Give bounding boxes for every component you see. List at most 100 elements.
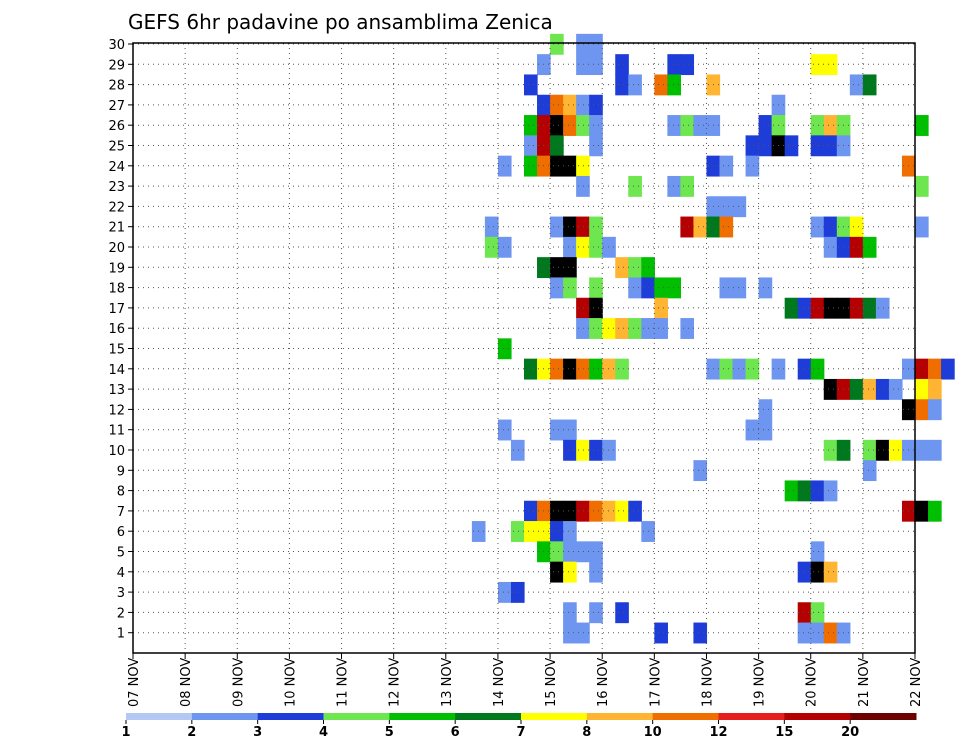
cell-m20-d15.5 (576, 236, 590, 258)
cell-m11-d19 (758, 419, 773, 441)
cell-m20-d20.25 (823, 236, 838, 258)
y-tick-label-8: 8 (117, 485, 125, 500)
cell-m24-d14.5 (524, 155, 538, 177)
legend-swatch-6 (521, 713, 588, 720)
cell-m7-d15 (550, 500, 564, 522)
cell-m29-d17.25 (667, 54, 681, 76)
legend-label-6: 6 (451, 725, 460, 740)
cell-m4-d15.75 (589, 561, 603, 583)
y-tick-label-4: 4 (117, 566, 125, 581)
y-tick-label-17: 17 (108, 302, 125, 317)
cell-m11-d15.25 (563, 419, 577, 441)
legend-label-4: 4 (319, 725, 328, 740)
legend-swatch-1 (191, 713, 259, 720)
cell-m9-d21 (862, 460, 877, 482)
cell-m10-d22 (915, 439, 929, 461)
cell-m11-d14 (497, 419, 512, 441)
x-tick-label-1: 08 NOV (179, 658, 194, 707)
cell-m17-d20.25 (823, 297, 838, 319)
y-axis: 1234567891011121314151617181920212223242… (108, 38, 133, 642)
y-tick-label-21: 21 (108, 221, 125, 236)
cell-m22-d18.5 (732, 196, 747, 218)
cell-m3-d14 (497, 581, 512, 603)
legend: 1 2 3 4 5 6 7 8 10 12 15 20 (121, 713, 917, 740)
cell-m25-d19.5 (784, 135, 799, 157)
cell-m29-d16.25 (615, 54, 629, 76)
cell-m26-d15.5 (576, 115, 590, 136)
cell-m14-d16 (602, 358, 616, 380)
cell-m6-d14.5 (524, 521, 538, 542)
cell-m29-d15.75 (589, 54, 603, 76)
y-tick-label-5: 5 (117, 546, 125, 561)
legend-label-10: 10 (644, 725, 662, 740)
cell-m10-d21 (862, 439, 877, 461)
legend-swatch-8 (652, 713, 719, 720)
x-tick-label-0: 07 NOV (127, 658, 142, 707)
cell-m2-d15.75 (589, 602, 603, 624)
cell-m26-d22 (915, 115, 929, 136)
cell-m24-d18.75 (745, 155, 760, 177)
cell-m18-d18.5 (732, 277, 747, 299)
legend-swatch-10 (784, 713, 851, 720)
cell-m10-d15.75 (589, 439, 603, 461)
cell-m14-d15.5 (576, 358, 590, 380)
cell-m26-d14.5 (524, 115, 538, 136)
cell-m5-d15.25 (563, 541, 577, 563)
cell-m16-d15.5 (576, 318, 590, 339)
cell-m24-d15.25 (563, 155, 577, 177)
cell-m17-d17 (654, 297, 668, 319)
cell-m25-d20 (810, 135, 825, 157)
y-tick-label-28: 28 (108, 79, 125, 94)
cell-m16-d17.5 (680, 318, 695, 339)
x-tick-label-15: 22 NOV (909, 658, 924, 707)
y-tick-label-2: 2 (117, 606, 125, 621)
legend-label-2: 2 (187, 725, 196, 740)
cell-m14-d16.25 (615, 358, 629, 380)
cell-m18-d15.75 (589, 277, 603, 299)
cell-m12-d22.25 (928, 399, 942, 421)
cell-m23-d16.5 (628, 175, 642, 197)
cell-m10-d22.25 (928, 439, 942, 461)
cell-m14-d14.5 (524, 358, 538, 380)
cell-m13-d21.25 (875, 378, 890, 400)
y-tick-label-29: 29 (108, 58, 125, 73)
cell-m6-d14.25 (510, 521, 525, 542)
cell-m13-d20.25 (823, 378, 838, 400)
cell-m21-d22 (915, 216, 929, 238)
y-tick-label-18: 18 (108, 282, 125, 297)
cell-m26-d19 (758, 115, 773, 136)
cell-m27-d15.75 (589, 94, 603, 116)
legend-label-7: 7 (516, 725, 525, 740)
legend-swatch-0 (126, 713, 193, 720)
cell-m17-d15.5 (576, 297, 590, 319)
cell-m24-d18.25 (719, 155, 734, 177)
cell-m2-d15.25 (563, 602, 577, 624)
cell-m18-d15.25 (563, 277, 577, 299)
cell-m27-d15.25 (563, 94, 577, 116)
cell-m19-d16.5 (628, 257, 642, 279)
cell-m9-d17.75 (693, 460, 708, 482)
cell-m18-d17 (654, 277, 668, 299)
y-tick-label-22: 22 (108, 200, 125, 215)
y-tick-label-11: 11 (108, 424, 125, 439)
cell-m23-d15.5 (576, 175, 590, 197)
cell-m14-d22.25 (928, 358, 942, 380)
legend-label-20: 20 (841, 725, 859, 740)
cell-m6-d15.25 (563, 521, 577, 542)
y-tick-label-26: 26 (108, 119, 125, 134)
cell-m18-d18.25 (719, 277, 734, 299)
cell-m20-d16 (602, 236, 616, 258)
cell-m26-d15.25 (563, 115, 577, 136)
x-tick-label-14: 21 NOV (857, 658, 872, 707)
cell-m7-d15.25 (563, 500, 577, 522)
cell-m8-d19.75 (797, 480, 812, 502)
cell-m8-d20 (810, 480, 825, 502)
cell-m21-d20 (810, 216, 825, 238)
cell-m29-d17.5 (680, 54, 695, 76)
cell-m16-d17 (654, 318, 668, 339)
cell-m18-d16.5 (628, 277, 642, 299)
cell-m30-d15.75 (589, 33, 603, 55)
cell-m21-d18.25 (719, 216, 734, 238)
cell-m17-d21.25 (875, 297, 890, 319)
